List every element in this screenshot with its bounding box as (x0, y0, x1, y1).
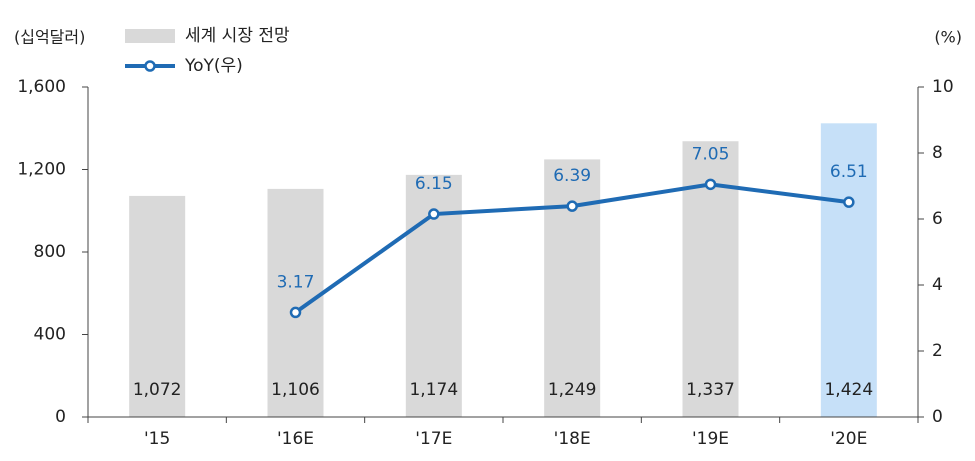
y-tick-label: 800 (34, 242, 66, 262)
line-value-label: 6.51 (830, 162, 868, 182)
bar-value-label: 1,174 (409, 380, 458, 400)
bar-value-label: 1,424 (824, 380, 873, 400)
line-point (289, 306, 302, 319)
line-value-label: 6.15 (415, 174, 453, 194)
y-tick-label: 1,600 (17, 77, 66, 97)
y-tick-label: 400 (34, 325, 66, 345)
line-value-label: 6.39 (553, 166, 591, 186)
legend-label: 세계 시장 전망 (185, 26, 290, 46)
y2-tick-label: 0 (932, 407, 943, 427)
bar (544, 159, 601, 418)
legend-swatch (125, 29, 175, 43)
line-value-label: 7.05 (692, 144, 730, 164)
x-tick-label: '17E (415, 429, 452, 449)
bar-value-label: 1,072 (133, 380, 182, 400)
y2-axis-label: (%) (934, 28, 962, 47)
y2-tick-label: 6 (932, 209, 943, 229)
y2-tick-label: 2 (932, 341, 943, 361)
bar-value-label: 1,106 (271, 380, 320, 400)
y-tick-label: 1,200 (17, 160, 66, 180)
line-value-label: 3.17 (277, 272, 315, 292)
x-tick-label: '20E (830, 429, 867, 449)
y-tick-label: 0 (55, 407, 66, 427)
x-tick-label: '18E (554, 429, 591, 449)
y2-tick-label: 10 (932, 77, 954, 97)
y-axis-label: (십억달러) (14, 28, 85, 47)
line-point (704, 178, 717, 191)
y2-tick-label: 4 (932, 275, 943, 295)
x-tick-label: '19E (692, 429, 729, 449)
line-point (428, 208, 440, 220)
bar (129, 195, 186, 417)
bar-value-label: 1,337 (686, 380, 735, 400)
legend-label: YoY(우) (184, 56, 243, 76)
x-tick-label: '15 (144, 429, 170, 449)
y2-tick-label: 8 (932, 143, 943, 163)
x-tick-label: '16E (277, 429, 314, 449)
line-point (566, 200, 578, 212)
bar (267, 188, 324, 417)
bar-value-label: 1,249 (548, 380, 597, 400)
line-point (843, 196, 855, 208)
legend-marker (144, 60, 156, 72)
bar (820, 123, 877, 418)
